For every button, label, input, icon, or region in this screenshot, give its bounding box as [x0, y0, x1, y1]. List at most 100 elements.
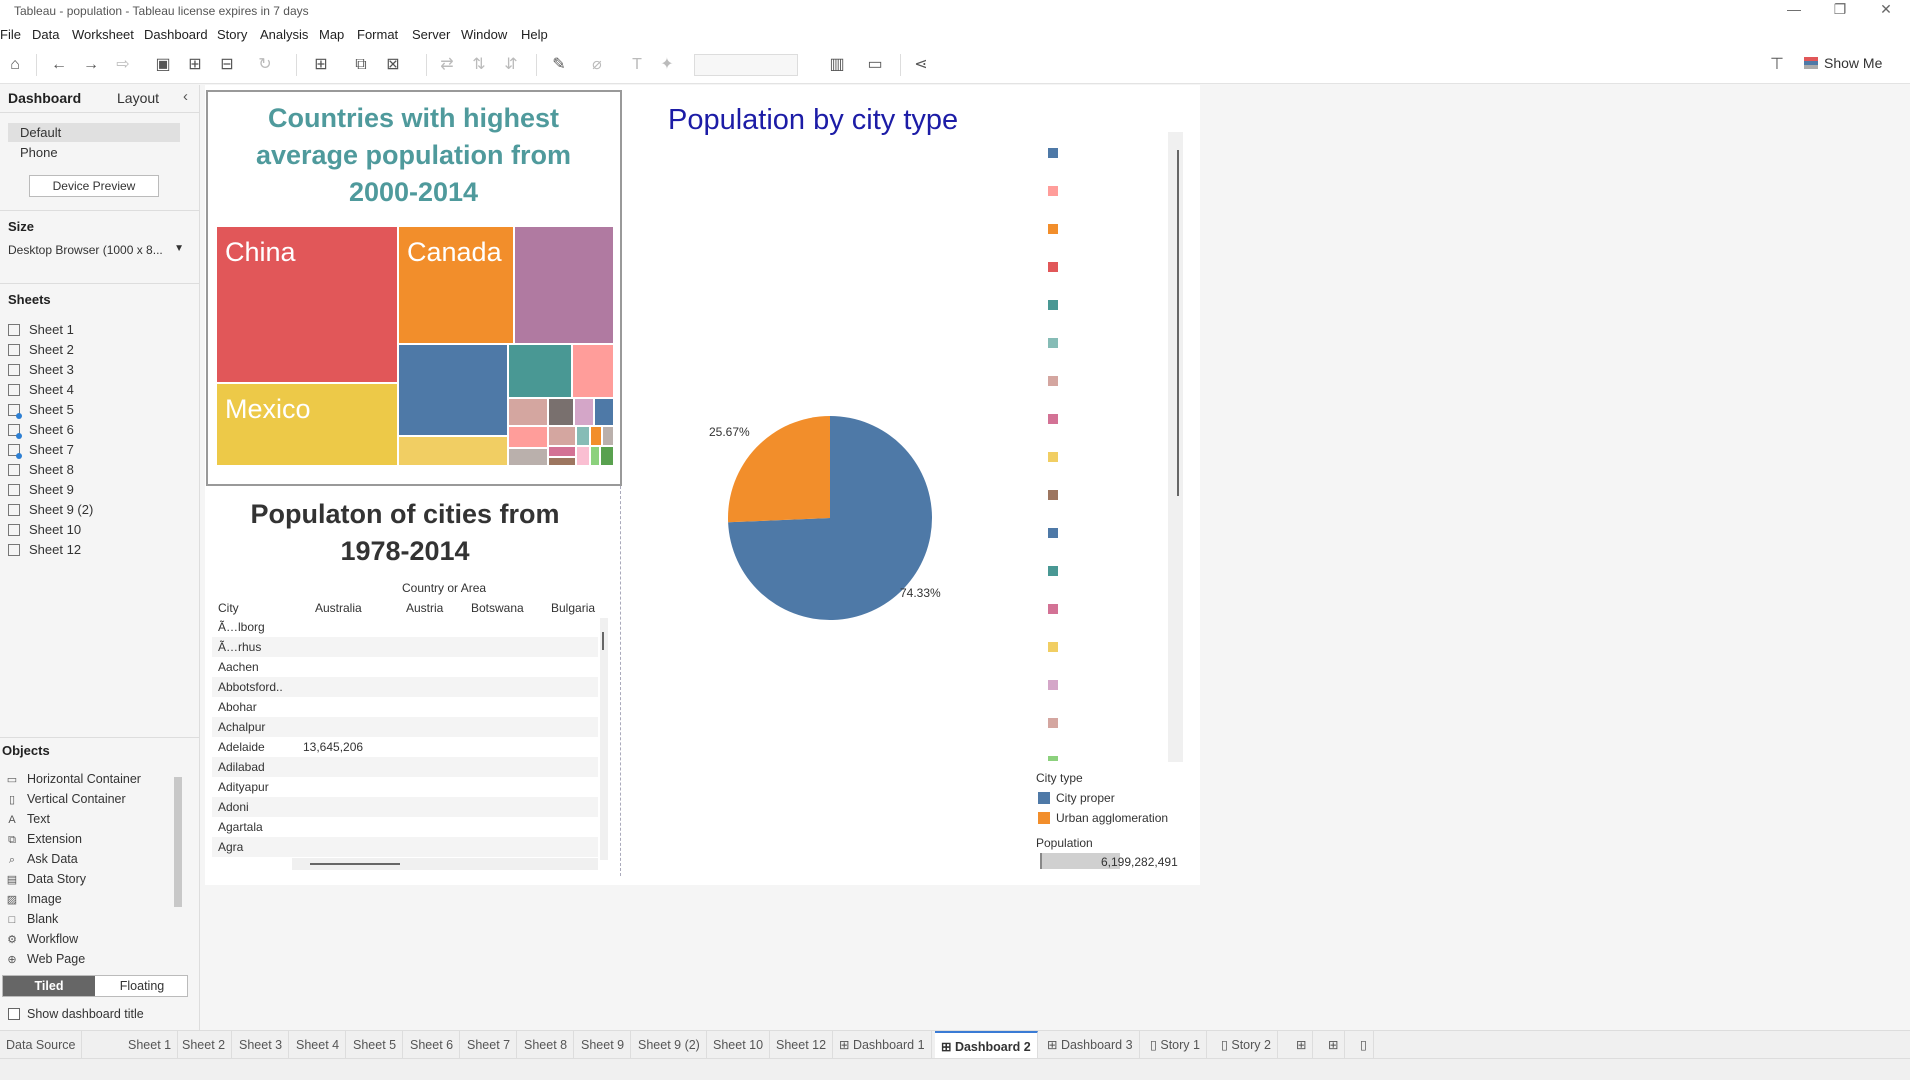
treemap-cell[interactable] — [508, 448, 548, 466]
table-row[interactable]: Adelaide 13,645,206 — [212, 737, 598, 757]
tab-sheet[interactable]: Sheet 7 — [461, 1031, 518, 1059]
restore-button[interactable]: ❐ — [1833, 1, 1847, 17]
paint-icon[interactable]: ⊤ — [1770, 56, 1784, 73]
replay-icon[interactable]: ⇨ — [116, 56, 130, 73]
table-row[interactable]: Ã…rhus — [212, 637, 598, 657]
scrollbar-thumb[interactable] — [1177, 150, 1179, 496]
table-row[interactable]: Ã…lborg — [212, 617, 598, 637]
table-row[interactable]: Adityapur — [212, 777, 598, 797]
close-button[interactable]: ✕ — [1880, 1, 1892, 17]
menu-server[interactable]: Server — [412, 27, 451, 42]
pin-icon[interactable]: ✦ — [660, 56, 674, 73]
menu-format[interactable]: Format — [357, 27, 399, 42]
menu-data[interactable]: Data — [32, 27, 60, 42]
menu-worksheet[interactable]: Worksheet — [72, 27, 134, 42]
pie-slice-urban-agglomeration[interactable] — [728, 416, 830, 523]
tab-sheet[interactable]: Sheet 3 — [233, 1031, 290, 1059]
tab-sheet[interactable]: Sheet 9 (2) — [632, 1031, 707, 1059]
menu-story[interactable]: Story — [217, 27, 248, 42]
treemap-cell[interactable] — [594, 398, 614, 426]
sheet-item[interactable]: Sheet 6 — [8, 421, 74, 439]
treemap-cell[interactable] — [548, 446, 576, 457]
show-me-button[interactable]: Show Me — [1804, 55, 1882, 71]
sheet-item[interactable]: Sheet 9 (2) — [8, 501, 93, 519]
tab-sheet[interactable]: Sheet 5 — [347, 1031, 404, 1059]
object-ask-data[interactable]: ⌕ Ask Data — [6, 850, 78, 868]
treemap-chart[interactable]: China Canada Mexico — [216, 226, 614, 466]
table-row[interactable]: Aachen — [212, 657, 598, 677]
new-story-icon[interactable]: ▯ — [1354, 1031, 1374, 1059]
object-vertical-container[interactable]: ▯ Vertical Container — [6, 790, 126, 808]
object-horizontal-container[interactable]: ▭ Horizontal Container — [6, 770, 141, 788]
refresh-icon[interactable]: ↻ — [258, 56, 272, 73]
device-phone[interactable]: Phone — [20, 145, 58, 160]
object-workflow[interactable]: ⚙ Workflow — [6, 930, 78, 948]
device-default[interactable]: Default — [8, 123, 180, 142]
tab-dashboard[interactable]: ⊞ Dashboard 1 — [833, 1031, 932, 1059]
group-icon[interactable]: ⌀ — [592, 56, 602, 73]
pie-slice-city-proper[interactable] — [728, 416, 932, 620]
treemap-cell[interactable] — [576, 426, 590, 446]
save-icon[interactable]: ▣ — [155, 56, 171, 73]
table-row[interactable]: Adoni — [212, 797, 598, 817]
highlight-icon[interactable]: ✎ — [552, 56, 566, 73]
menu-file[interactable]: File — [0, 27, 21, 42]
home-icon[interactable]: ⌂ — [10, 56, 20, 73]
sort-descending-icon[interactable]: ⇵ — [504, 56, 518, 73]
tab-dashboard-active[interactable]: ⊞ Dashboard 2 — [935, 1031, 1038, 1059]
minimize-button[interactable]: — — [1787, 1, 1801, 17]
clear-sheet-icon[interactable]: ⊠ — [386, 56, 400, 73]
new-dashboard-icon[interactable]: ⊞ — [1322, 1031, 1346, 1059]
tab-story[interactable]: ▯ Story 2 — [1215, 1031, 1278, 1059]
tab-sheet[interactable]: Sheet 8 — [518, 1031, 575, 1059]
new-worksheet-icon[interactable]: ⊞ — [1290, 1031, 1314, 1059]
sheet-item[interactable]: Sheet 9 — [8, 481, 74, 499]
scrollbar-thumb[interactable] — [174, 777, 182, 907]
new-data-source-icon[interactable]: ⊞ — [188, 56, 202, 73]
treemap-cell[interactable] — [602, 426, 614, 446]
menu-help[interactable]: Help — [521, 27, 548, 42]
object-data-story[interactable]: ▤ Data Story — [6, 870, 86, 888]
show-title-checkbox[interactable]: Show dashboard title — [8, 1007, 144, 1021]
tab-dashboard[interactable]: ⊞ Dashboard 3 — [1041, 1031, 1140, 1059]
object-text[interactable]: A Text — [6, 810, 50, 828]
tiled-button[interactable]: Tiled — [3, 976, 95, 996]
sheet-item[interactable]: Sheet 5 — [8, 401, 74, 419]
object-web-page[interactable]: ⊕ Web Page — [6, 950, 85, 968]
presentation-icon[interactable]: ▭ — [867, 56, 883, 73]
table-row[interactable]: Adilabad — [212, 757, 598, 777]
sheet-item[interactable]: Sheet 1 — [8, 321, 74, 339]
object-extension[interactable]: ⧉ Extension — [6, 830, 82, 848]
sheet-item[interactable]: Sheet 12 — [8, 541, 81, 559]
tab-story[interactable]: ▯ Story 1 — [1144, 1031, 1207, 1059]
table-horizontal-scrollbar[interactable] — [292, 858, 598, 870]
tab-sheet[interactable]: Sheet 9 — [575, 1031, 632, 1059]
table-row[interactable]: Abbotsford.. — [212, 677, 598, 697]
tab-sheet[interactable]: Sheet 4 — [290, 1031, 347, 1059]
treemap-cell[interactable] — [508, 344, 572, 398]
tab-layout[interactable]: Layout — [117, 90, 160, 106]
sheet-item[interactable]: Sheet 10 — [8, 521, 81, 539]
treemap-cell[interactable] — [590, 446, 600, 466]
pie-chart[interactable] — [720, 408, 940, 628]
treemap-cell[interactable] — [548, 398, 574, 426]
treemap-cell[interactable] — [398, 436, 508, 466]
collapse-icon[interactable]: ‹ — [183, 88, 188, 105]
tab-dashboard[interactable]: Dashboard — [8, 90, 82, 106]
label-icon[interactable]: T — [632, 56, 642, 73]
menu-dashboard[interactable]: Dashboard — [144, 27, 208, 42]
table-vertical-scrollbar[interactable] — [600, 618, 608, 860]
redo-icon[interactable]: → — [83, 56, 99, 73]
size-dropdown[interactable]: Desktop Browser (1000 x 8... ▼ — [8, 243, 184, 263]
sheet-item[interactable]: Sheet 2 — [8, 341, 74, 359]
object-image[interactable]: ▨ Image — [6, 890, 62, 908]
tab-sheet[interactable]: Sheet 6 — [404, 1031, 461, 1059]
treemap-cell-canada[interactable]: Canada — [398, 226, 514, 344]
treemap-cell-china[interactable]: China — [216, 226, 398, 383]
menu-analysis[interactable]: Analysis — [260, 27, 309, 42]
table-row[interactable]: Achalpur — [212, 717, 598, 737]
duplicate-icon[interactable]: ⧉ — [355, 56, 367, 73]
scrollbar-thumb[interactable] — [602, 632, 604, 650]
object-blank[interactable]: □ Blank — [6, 910, 59, 928]
tab-sheet[interactable]: Sheet 10 — [707, 1031, 771, 1059]
